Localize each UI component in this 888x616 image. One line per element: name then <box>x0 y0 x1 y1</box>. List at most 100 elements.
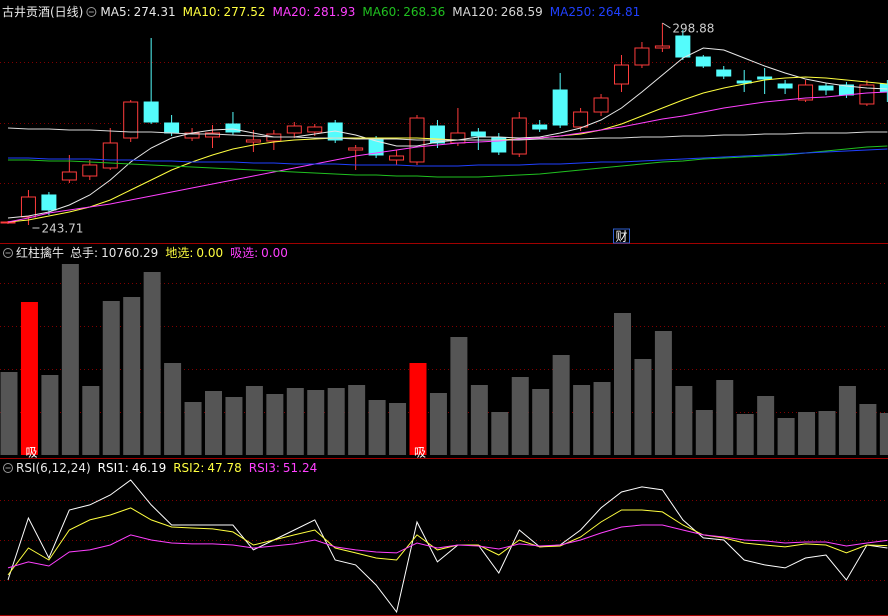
candle-body <box>552 89 568 126</box>
legend-name: RSI2: <box>173 461 204 475</box>
event-box <box>613 228 630 244</box>
legend-name: RSI1: <box>98 461 129 475</box>
volume-bar <box>614 313 631 455</box>
volume-bar <box>102 300 120 455</box>
legend-value: 281.93 <box>313 5 355 19</box>
candle-body <box>20 196 36 218</box>
legend-name: MA20: <box>273 5 311 19</box>
volume-bar <box>225 396 243 455</box>
volume-bar <box>695 409 713 455</box>
volume-bar <box>511 376 529 455</box>
indicator-title: RSI(6,12,24) <box>16 461 91 475</box>
legend-value: 264.81 <box>598 5 640 19</box>
candle-body <box>675 35 691 58</box>
volume-bar <box>389 403 407 455</box>
candle-body <box>859 84 875 105</box>
candle-body <box>123 101 139 139</box>
high-annotation: 298.88 <box>672 22 714 36</box>
panel-header: 红柱擒牛 总手: 10760.29 地选: 0.00 吸选: 0.00 <box>16 245 288 260</box>
signal-label: 吸 <box>414 446 426 460</box>
volume-bar <box>532 389 550 455</box>
ma-line <box>7 127 888 141</box>
volume-bar <box>736 414 754 455</box>
legend-name: MA5: <box>100 5 130 19</box>
candle-body <box>286 125 302 134</box>
volume-bar <box>0 371 18 455</box>
candle-body <box>102 142 118 169</box>
legend-value: 47.78 <box>207 461 241 475</box>
volume-bar <box>61 264 79 455</box>
candle-body <box>470 131 486 137</box>
legend-value: 51.24 <box>283 461 317 475</box>
volume-bar <box>41 374 59 455</box>
low-annotation: 243.71 <box>41 222 83 236</box>
candle-body <box>450 132 466 144</box>
legend-value: 10760.29 <box>101 246 158 260</box>
volume-bar <box>593 381 611 455</box>
legend-name: 地选: <box>165 246 193 260</box>
volume-bar <box>859 404 877 455</box>
candle-body <box>614 64 629 85</box>
volume-bar <box>205 390 222 455</box>
candle-body <box>143 101 159 123</box>
candle-body <box>511 117 527 155</box>
volume-bar <box>879 413 888 455</box>
legend-name: MA10: <box>183 5 221 19</box>
volume-bar <box>123 296 141 455</box>
volume-bar <box>143 271 161 455</box>
volume-bar <box>654 330 672 455</box>
candle-body <box>0 221 16 224</box>
candle-body <box>245 139 261 143</box>
legend-value: 277.52 <box>224 5 266 19</box>
candle-body <box>573 111 589 128</box>
volume-bar <box>20 301 38 455</box>
volume-bar <box>286 388 304 455</box>
indicator-title: 红柱擒牛 <box>16 245 64 260</box>
candle-body <box>736 80 752 84</box>
panel-header: RSI(6,12,24) RSI1: 46.19 RSI2: 47.78 RSI3: 51.… <box>16 461 317 475</box>
volume-bar <box>82 385 100 455</box>
volume-bar <box>798 411 816 455</box>
rsi-line <box>7 479 888 614</box>
candle-body <box>225 123 241 133</box>
legend-name: MA250: <box>550 5 596 19</box>
candle-body <box>695 56 711 67</box>
legend-name: MA60: <box>362 5 400 19</box>
ma-line <box>8 148 888 167</box>
candle-body <box>798 84 814 101</box>
volume-bar <box>838 385 856 455</box>
volume-bar <box>429 393 447 455</box>
volume-bar <box>573 384 591 455</box>
legend-value: 0.00 <box>196 246 223 260</box>
legend-value: 268.59 <box>501 5 543 19</box>
candle-body <box>593 97 609 113</box>
ma-line <box>8 145 888 178</box>
legend-name: RSI3: <box>249 461 280 475</box>
ma-legend: MA5: 274.31 MA10: 277.52 MA20: 281.93 MA60: 268… <box>100 5 640 19</box>
volume-bar <box>184 401 202 455</box>
volume-bar <box>777 418 795 455</box>
candle-body <box>716 69 732 77</box>
candle-body <box>266 133 282 142</box>
ma-line <box>7 47 888 219</box>
legend-name: MA120: <box>452 5 498 19</box>
volume-bar <box>818 410 836 455</box>
panel-icon <box>3 248 13 258</box>
candle-body <box>777 83 793 89</box>
volume-bar <box>675 385 693 455</box>
legend-value: 0.00 <box>261 246 288 260</box>
candle-body <box>82 164 98 177</box>
volume-bar <box>327 388 345 455</box>
candle-body <box>654 45 670 49</box>
legend-value: 268.36 <box>403 5 445 19</box>
candle-body <box>634 47 650 66</box>
candle-body <box>532 124 548 130</box>
panel-header: 古井贡酒(日线) <box>2 4 83 19</box>
volume-bar <box>164 363 182 455</box>
legend-value: 274.31 <box>134 5 176 19</box>
volume-bar <box>491 411 509 455</box>
rsi-line <box>7 524 888 569</box>
candle-body <box>879 83 888 93</box>
rsi-line <box>7 507 888 576</box>
